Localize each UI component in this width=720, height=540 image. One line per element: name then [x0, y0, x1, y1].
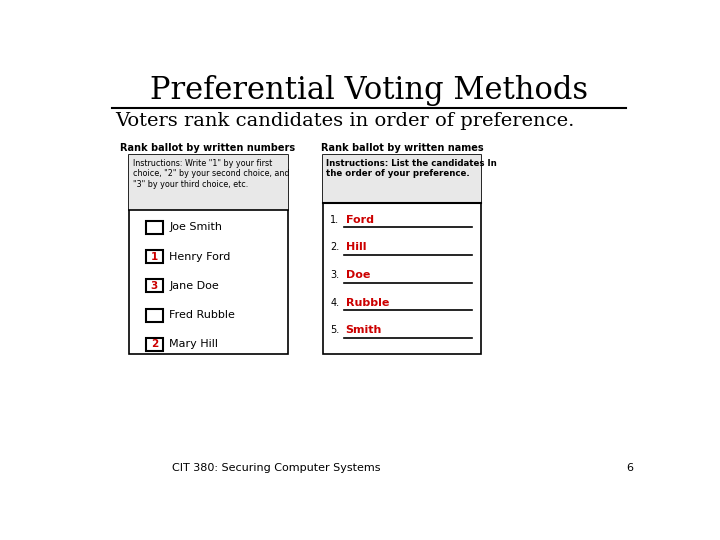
Text: Joe Smith: Joe Smith [169, 222, 222, 232]
Text: 3.: 3. [330, 270, 339, 280]
Text: 1.: 1. [330, 214, 339, 225]
Text: Instructions: Write "1" by your first
choice, "2" by your second choice, and
"3": Instructions: Write "1" by your first ch… [132, 159, 289, 188]
Text: 4.: 4. [330, 298, 339, 308]
Text: Rank ballot by written names: Rank ballot by written names [320, 143, 483, 153]
Text: CIT 380: Securing Computer Systems: CIT 380: Securing Computer Systems [172, 463, 380, 473]
Text: Rank ballot by written numbers: Rank ballot by written numbers [120, 143, 295, 153]
Bar [129, 155, 287, 211]
Text: Smith: Smith [346, 326, 382, 335]
Text: 6: 6 [626, 463, 634, 473]
Text: Doe: Doe [346, 270, 370, 280]
Bar [145, 221, 163, 234]
Bar [145, 338, 163, 351]
Text: Fred Rubble: Fred Rubble [169, 310, 235, 320]
Bar [129, 155, 287, 354]
Text: Preferential Voting Methods: Preferential Voting Methods [150, 75, 588, 106]
Text: Henry Ford: Henry Ford [169, 252, 230, 261]
Text: Instructions: List the candidates In
the order of your preference.: Instructions: List the candidates In the… [326, 159, 497, 178]
Text: 1: 1 [150, 252, 158, 261]
Text: Rubble: Rubble [346, 298, 389, 308]
Text: Mary Hill: Mary Hill [169, 339, 218, 349]
Text: Voters rank candidates in order of preference.: Voters rank candidates in order of prefe… [114, 112, 574, 130]
Text: Jane Doe: Jane Doe [169, 281, 219, 291]
Bar [323, 155, 482, 354]
Text: 2.: 2. [330, 242, 340, 252]
Bar [145, 308, 163, 322]
Text: 5.: 5. [330, 326, 340, 335]
Text: Hill: Hill [346, 242, 366, 252]
Text: 2: 2 [150, 339, 158, 349]
Bar [323, 155, 482, 202]
Bar [145, 250, 163, 263]
Text: Ford: Ford [346, 214, 374, 225]
Text: 3: 3 [150, 281, 158, 291]
Bar [145, 279, 163, 292]
